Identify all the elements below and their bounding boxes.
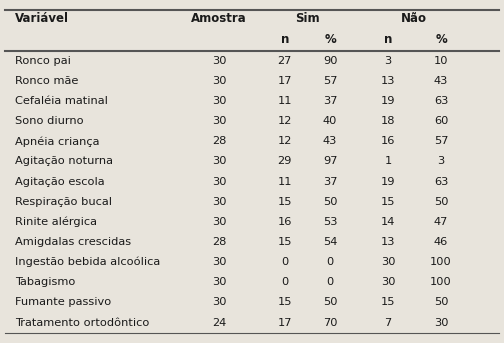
Text: 11: 11	[278, 177, 292, 187]
Text: n: n	[281, 33, 289, 46]
Text: 11: 11	[278, 96, 292, 106]
Text: Não: Não	[401, 12, 427, 25]
Text: 50: 50	[434, 197, 448, 207]
Text: 30: 30	[381, 277, 395, 287]
Text: 28: 28	[212, 237, 226, 247]
Text: 30: 30	[212, 277, 226, 287]
Text: 30: 30	[212, 177, 226, 187]
Text: 19: 19	[381, 177, 395, 187]
Text: 14: 14	[381, 217, 395, 227]
Text: 3: 3	[437, 156, 445, 166]
Text: Ronco pai: Ronco pai	[15, 56, 71, 66]
Text: 0: 0	[281, 277, 288, 287]
Text: Variável: Variável	[15, 12, 69, 25]
Text: 43: 43	[434, 76, 448, 86]
Text: 13: 13	[381, 76, 395, 86]
Text: 30: 30	[212, 76, 226, 86]
Text: 50: 50	[323, 297, 337, 307]
Text: 12: 12	[278, 116, 292, 126]
Text: 0: 0	[327, 257, 334, 267]
Text: 30: 30	[212, 197, 226, 207]
Text: 50: 50	[434, 297, 448, 307]
Text: 90: 90	[323, 56, 337, 66]
Text: 13: 13	[381, 237, 395, 247]
Text: 28: 28	[212, 136, 226, 146]
Text: 0: 0	[281, 257, 288, 267]
Text: Agitação escola: Agitação escola	[15, 177, 105, 187]
Text: Respiração bucal: Respiração bucal	[15, 197, 112, 207]
Text: 12: 12	[278, 136, 292, 146]
Text: 60: 60	[434, 116, 448, 126]
Text: 40: 40	[323, 116, 337, 126]
Text: Ronco mãe: Ronco mãe	[15, 76, 79, 86]
Text: Tabagismo: Tabagismo	[15, 277, 76, 287]
Text: 100: 100	[430, 277, 452, 287]
Text: 1: 1	[385, 156, 392, 166]
Text: 100: 100	[430, 257, 452, 267]
Text: 17: 17	[278, 76, 292, 86]
Text: 19: 19	[381, 96, 395, 106]
Text: Amostra: Amostra	[192, 12, 247, 25]
Text: %: %	[435, 33, 447, 46]
Text: 29: 29	[278, 156, 292, 166]
Text: 24: 24	[212, 318, 226, 328]
Text: 30: 30	[212, 56, 226, 66]
Text: 10: 10	[434, 56, 448, 66]
Text: 70: 70	[323, 318, 337, 328]
Text: 47: 47	[434, 217, 448, 227]
Text: 97: 97	[323, 156, 337, 166]
Text: 30: 30	[212, 217, 226, 227]
Text: 57: 57	[434, 136, 448, 146]
Text: Ingestão bebida alcoólica: Ingestão bebida alcoólica	[15, 257, 160, 268]
Text: Tratamento ortodôntico: Tratamento ortodôntico	[15, 318, 150, 328]
Text: Rinite alérgica: Rinite alérgica	[15, 217, 97, 227]
Text: 15: 15	[381, 297, 395, 307]
Text: 53: 53	[323, 217, 337, 227]
Text: 50: 50	[323, 197, 337, 207]
Text: n: n	[384, 33, 392, 46]
Text: 15: 15	[278, 297, 292, 307]
Text: Fumante passivo: Fumante passivo	[15, 297, 111, 307]
Text: 15: 15	[278, 237, 292, 247]
Text: 37: 37	[323, 177, 337, 187]
Text: 30: 30	[381, 257, 395, 267]
Text: 27: 27	[278, 56, 292, 66]
Text: 7: 7	[385, 318, 392, 328]
Text: 30: 30	[212, 257, 226, 267]
Text: Sim: Sim	[295, 12, 320, 25]
Text: 3: 3	[385, 56, 392, 66]
Text: 57: 57	[323, 76, 337, 86]
Text: 43: 43	[323, 136, 337, 146]
Text: Agitação noturna: Agitação noturna	[15, 156, 113, 166]
Text: 17: 17	[278, 318, 292, 328]
Text: 15: 15	[381, 197, 395, 207]
Text: 15: 15	[278, 197, 292, 207]
Text: 63: 63	[434, 96, 448, 106]
Text: Cefaléia matinal: Cefaléia matinal	[15, 96, 108, 106]
Text: 16: 16	[278, 217, 292, 227]
Text: 46: 46	[434, 237, 448, 247]
Text: 37: 37	[323, 96, 337, 106]
Text: 16: 16	[381, 136, 395, 146]
Text: Amigdalas crescidas: Amigdalas crescidas	[15, 237, 131, 247]
Text: 30: 30	[212, 297, 226, 307]
Text: 0: 0	[327, 277, 334, 287]
Text: 30: 30	[212, 156, 226, 166]
Text: 63: 63	[434, 177, 448, 187]
Text: 30: 30	[212, 116, 226, 126]
Text: 54: 54	[323, 237, 337, 247]
Text: Apnéia criança: Apnéia criança	[15, 136, 100, 146]
Text: 30: 30	[434, 318, 448, 328]
Text: 18: 18	[381, 116, 395, 126]
Text: Sono diurno: Sono diurno	[15, 116, 84, 126]
Text: 30: 30	[212, 96, 226, 106]
Text: %: %	[324, 33, 336, 46]
